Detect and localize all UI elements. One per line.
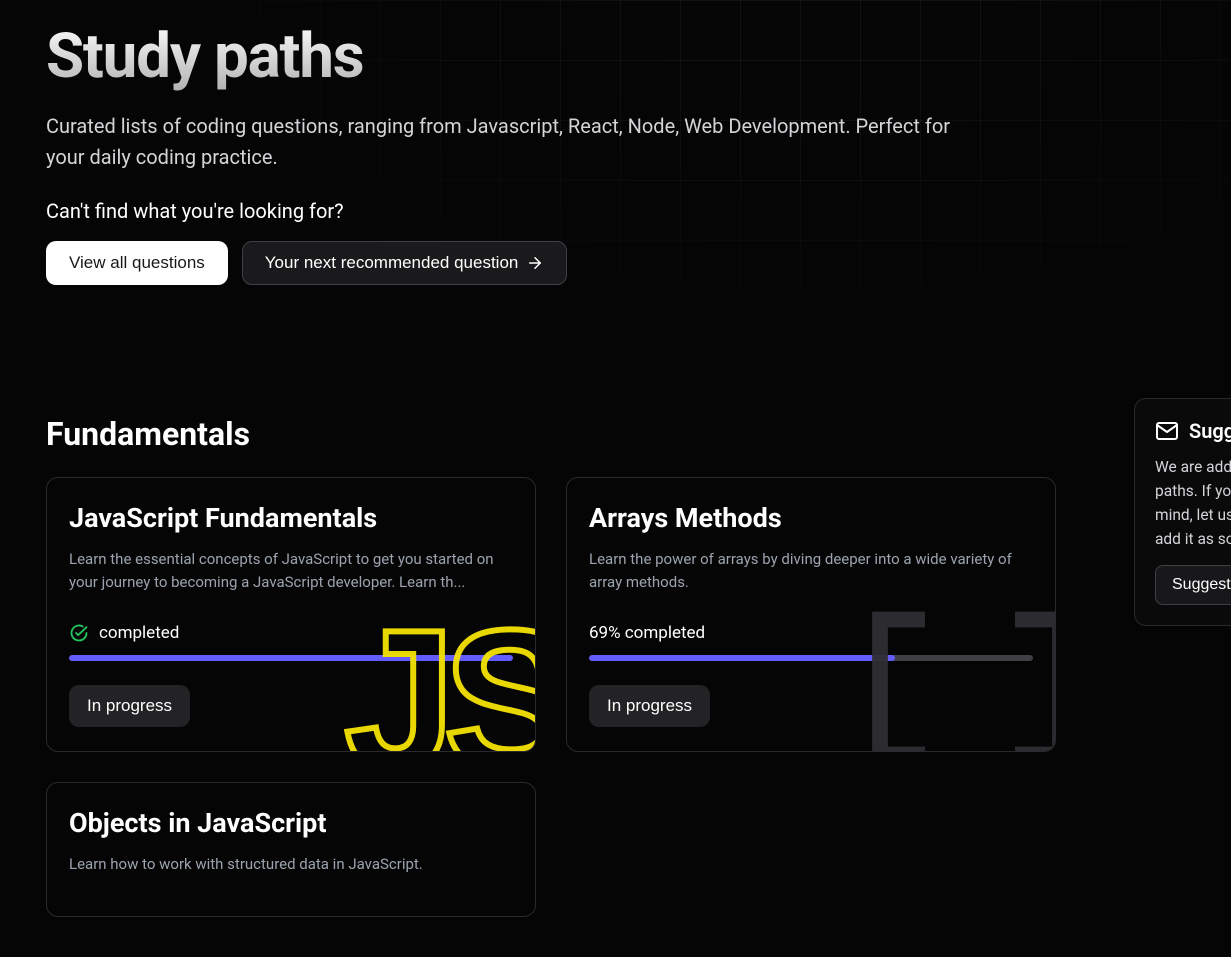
page-subtitle: Curated lists of coding questions, rangi…: [46, 111, 986, 173]
progress-track: [589, 655, 1033, 661]
progress-fill: [589, 655, 895, 661]
card-description: Learn how to work with structured data i…: [69, 853, 513, 876]
card-title: Objects in JavaScript: [69, 807, 513, 839]
button-label: View all questions: [69, 253, 205, 273]
section-title: Fundamentals: [46, 415, 1231, 453]
card-description: Learn the power of arrays by diving deep…: [589, 548, 1033, 595]
button-label: Your next recommended question: [265, 253, 519, 273]
card-description: Learn the essential concepts of JavaScri…: [69, 548, 513, 595]
study-path-card[interactable]: Arrays Methods Learn the power of arrays…: [566, 477, 1056, 752]
progress-track: [69, 655, 513, 661]
card-cta-button[interactable]: In progress: [589, 685, 710, 727]
card-cta-button[interactable]: In progress: [69, 685, 190, 727]
status-text: completed: [99, 623, 179, 643]
study-path-card[interactable]: JavaScript Fundamentals Learn the essent…: [46, 477, 536, 752]
view-all-questions-button[interactable]: View all questions: [46, 241, 228, 285]
study-path-card[interactable]: Objects in JavaScript Learn how to work …: [46, 782, 536, 917]
page-title: Study paths: [46, 20, 1231, 93]
progress-fill: [69, 655, 513, 661]
card-title: Arrays Methods: [589, 502, 1033, 534]
arrow-right-icon: [526, 254, 544, 272]
help-text: Can't find what you're looking for?: [46, 199, 1231, 223]
card-title: JavaScript Fundamentals: [69, 502, 513, 534]
check-circle-icon: [69, 623, 89, 643]
next-recommended-button[interactable]: Your next recommended question: [242, 241, 568, 285]
status-text: 69% completed: [589, 623, 705, 643]
cards-grid: JavaScript Fundamentals Learn the essent…: [46, 477, 1106, 917]
array-decorative-icon: [855, 597, 1056, 752]
